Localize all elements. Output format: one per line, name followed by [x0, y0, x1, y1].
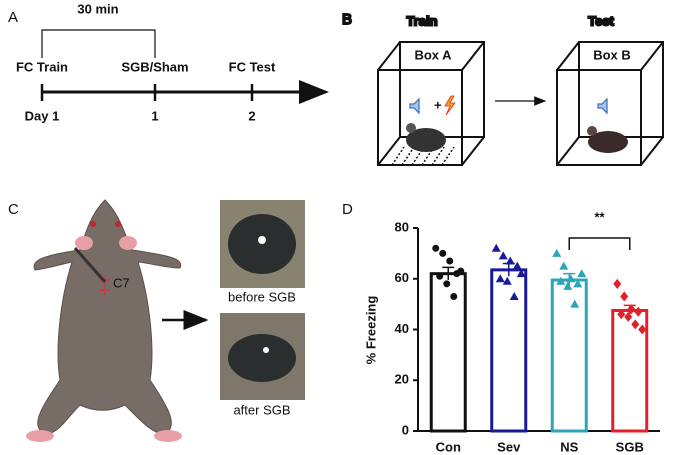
y-axis-label: % Freezing: [363, 296, 378, 365]
data-point: [457, 267, 465, 275]
eye-photo: [220, 200, 305, 288]
data-point: [495, 274, 505, 283]
data-point: [573, 279, 583, 288]
data-point: [624, 311, 633, 322]
data-point: [502, 276, 512, 285]
day-label: 1: [151, 108, 158, 123]
phase-label: Train: [406, 13, 437, 28]
panel-c: C C7 before SGB after SGB: [8, 199, 305, 442]
x-tick-label: Sev: [497, 439, 521, 454]
event-label: SGB/Sham: [121, 59, 188, 74]
box-a: +: [377, 41, 485, 166]
data-point: [617, 309, 626, 320]
phase-label: Test: [588, 13, 614, 28]
box-label: Box B: [593, 47, 631, 62]
data-point: [613, 278, 622, 289]
panel-label: A: [8, 9, 18, 26]
data-point: [620, 291, 629, 302]
data-point: [556, 276, 566, 285]
mouse-illustration: [26, 199, 182, 442]
significance-label: **: [594, 209, 605, 224]
box-b: [556, 41, 664, 166]
bar: [490, 268, 528, 433]
data-point: [552, 248, 562, 257]
svg-text:+: +: [434, 97, 442, 112]
panel-label: B: [342, 11, 352, 28]
bar: [429, 272, 467, 433]
data-point: [432, 244, 440, 252]
event-label: FC Train: [16, 59, 68, 74]
photo-caption: after SGB: [233, 402, 290, 417]
data-point: [627, 304, 636, 315]
data-point: [439, 249, 447, 257]
y-tick-label: 20: [395, 372, 409, 387]
data-point: [563, 281, 573, 290]
data-point: [634, 306, 643, 317]
box-label: Box A: [414, 47, 452, 62]
data-point: [559, 261, 569, 270]
x-tick-label: Con: [436, 439, 461, 454]
data-point: [570, 299, 580, 308]
data-point: [638, 324, 647, 335]
data-point: [450, 293, 458, 301]
bar: [550, 278, 588, 433]
y-tick-label: 0: [402, 422, 409, 437]
significance-bracket: [568, 237, 631, 250]
data-point: [512, 261, 522, 270]
panel-d: D % Freezing 0 20 40 60 80 Con Sev NS SGB **: [342, 201, 660, 454]
panel-a: A 30 min FC Train SGB/Sham FC Test Day 1…: [8, 1, 329, 123]
data-point: [577, 269, 587, 278]
y-tick-label: 40: [395, 321, 409, 336]
data-point: [491, 243, 501, 252]
panel-label: D: [342, 201, 353, 218]
data-point: [509, 292, 519, 301]
error-bar: [442, 266, 455, 281]
data-point: [436, 272, 444, 280]
day-label: 2: [248, 108, 255, 123]
data-point: [498, 251, 508, 260]
data-point: [631, 319, 640, 330]
eye-photo: [220, 313, 305, 400]
panel-label: C: [8, 201, 19, 218]
data-point: [443, 280, 451, 288]
data-point: [566, 274, 576, 283]
data-point: [446, 257, 454, 265]
data-point: [516, 269, 526, 278]
y-tick-label: 60: [395, 270, 409, 285]
x-tick-label: SGB: [616, 439, 644, 454]
site-label: C7: [113, 275, 130, 290]
day-label: Day 1: [25, 108, 60, 123]
photo-caption: before SGB: [228, 289, 296, 304]
panel-b: B Train Test + Box A Box B: [341, 10, 664, 166]
y-tick-label: 80: [395, 219, 409, 234]
bracket: [41, 29, 156, 58]
x-tick-label: NS: [560, 439, 578, 454]
interval-label: 30 min: [77, 1, 118, 16]
data-point: [505, 256, 515, 265]
event-label: FC Test: [229, 59, 276, 74]
